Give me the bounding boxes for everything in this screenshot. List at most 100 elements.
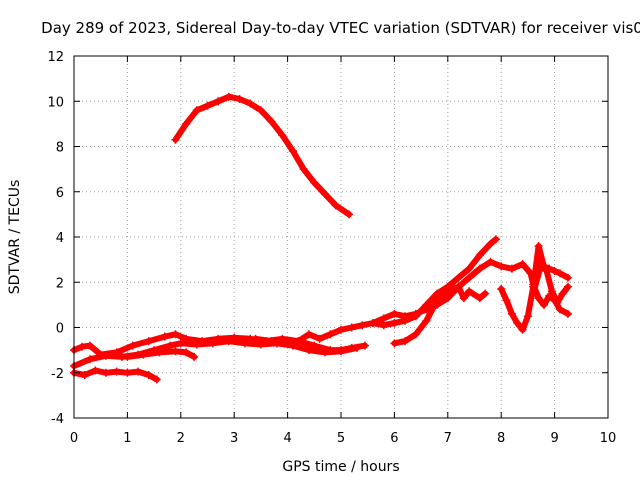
data-point-marker [278, 131, 287, 140]
data-point-marker [288, 147, 297, 156]
data-point-marker [539, 300, 548, 309]
data-point-marker [190, 352, 199, 361]
data-point-marker [80, 371, 89, 380]
data-point-marker [481, 289, 490, 298]
data-point-marker [550, 266, 559, 275]
data-point-marker [171, 347, 180, 356]
data-point-marker [390, 339, 399, 348]
data-point-marker [475, 264, 484, 273]
data-point-marker [518, 325, 527, 334]
data-point-marker [256, 106, 265, 115]
data-point-marker [283, 339, 292, 348]
data-point-marker [182, 119, 191, 128]
data-point-marker [555, 269, 564, 278]
y-tick-label: -4 [51, 412, 64, 427]
data-point-marker [224, 337, 233, 346]
data-point-marker [144, 337, 153, 346]
data-point-marker [112, 367, 121, 376]
data-point-marker [214, 97, 223, 106]
data-point-marker [465, 273, 474, 282]
data-point-marker [443, 294, 452, 303]
data-point-marker [553, 298, 562, 307]
y-tick-label: 0 [56, 322, 64, 337]
data-point-marker [537, 260, 546, 269]
y-tick-label: 4 [56, 231, 64, 246]
data-point-marker [563, 273, 572, 282]
data-point-marker [267, 117, 276, 126]
data-point-marker [192, 106, 201, 115]
x-tick-label: 9 [550, 431, 558, 446]
data-point-marker [240, 339, 249, 348]
data-point-marker [337, 347, 345, 356]
data-point-marker [102, 351, 111, 360]
series-markers-arc-e [369, 235, 500, 330]
data-point-marker [563, 282, 572, 291]
data-point-marker [555, 305, 564, 314]
data-point-marker [331, 201, 340, 210]
data-point-marker [86, 341, 95, 350]
series-markers-arc-high [171, 92, 354, 219]
data-point-marker [547, 287, 556, 296]
data-point-marker [465, 264, 474, 273]
data-point-marker [523, 312, 532, 321]
x-tick-label: 1 [123, 431, 131, 446]
series-markers-arc-d [251, 257, 535, 348]
data-point-marker [491, 235, 500, 244]
data-point-marker [337, 325, 345, 334]
data-point-marker [304, 346, 313, 355]
x-tick-label: 8 [497, 431, 505, 446]
data-point-marker [134, 367, 143, 376]
x-tick-label: 0 [70, 431, 78, 446]
data-point-marker [166, 341, 175, 350]
x-tick-label: 3 [230, 431, 238, 446]
data-point-marker [171, 330, 180, 339]
data-point-marker [358, 321, 367, 330]
data-point-marker [123, 368, 132, 377]
data-point-marker [502, 296, 511, 305]
data-point-marker [422, 300, 431, 309]
data-point-marker [513, 318, 522, 327]
data-point-marker [422, 316, 431, 325]
data-point-marker [224, 92, 233, 101]
data-point-marker [542, 266, 551, 275]
data-point-marker [246, 99, 255, 108]
data-point-marker [497, 262, 506, 271]
data-point-marker [454, 273, 463, 282]
y-tick-label: 10 [47, 95, 64, 110]
data-point-marker [401, 316, 410, 325]
data-point-marker [507, 264, 516, 273]
data-point-marker [299, 165, 308, 174]
data-point-marker [310, 178, 319, 187]
data-point-marker [171, 135, 180, 144]
data-point-marker [443, 287, 452, 296]
data-point-marker [475, 251, 484, 260]
data-point-marker [326, 330, 335, 339]
data-point-marker [347, 323, 356, 332]
data-point-marker [411, 330, 420, 339]
data-point-marker [144, 371, 153, 380]
data-series [70, 92, 572, 384]
x-tick-label: 5 [337, 431, 345, 446]
x-tick-label: 6 [390, 431, 398, 446]
data-point-marker [529, 289, 538, 298]
data-point-marker [558, 289, 567, 298]
data-point-marker [465, 287, 474, 296]
data-point-marker [433, 296, 442, 305]
y-tick-label: 12 [47, 50, 64, 65]
data-point-marker [160, 332, 169, 341]
x-tick-label: 7 [444, 431, 452, 446]
series-line-arc-d [252, 258, 534, 347]
data-point-marker [379, 321, 388, 330]
data-point-marker [361, 341, 370, 350]
data-point-marker [369, 318, 378, 327]
data-point-marker [251, 334, 260, 343]
series-line-arc-high [172, 93, 352, 218]
data-point-marker [353, 343, 362, 352]
data-point-marker [91, 366, 100, 375]
data-point-marker [203, 101, 212, 110]
series-markers-arc-i [529, 260, 572, 307]
y-tick-label: -2 [51, 367, 64, 382]
data-point-marker [497, 285, 506, 294]
data-point-marker [320, 348, 329, 357]
data-point-marker [155, 348, 164, 357]
